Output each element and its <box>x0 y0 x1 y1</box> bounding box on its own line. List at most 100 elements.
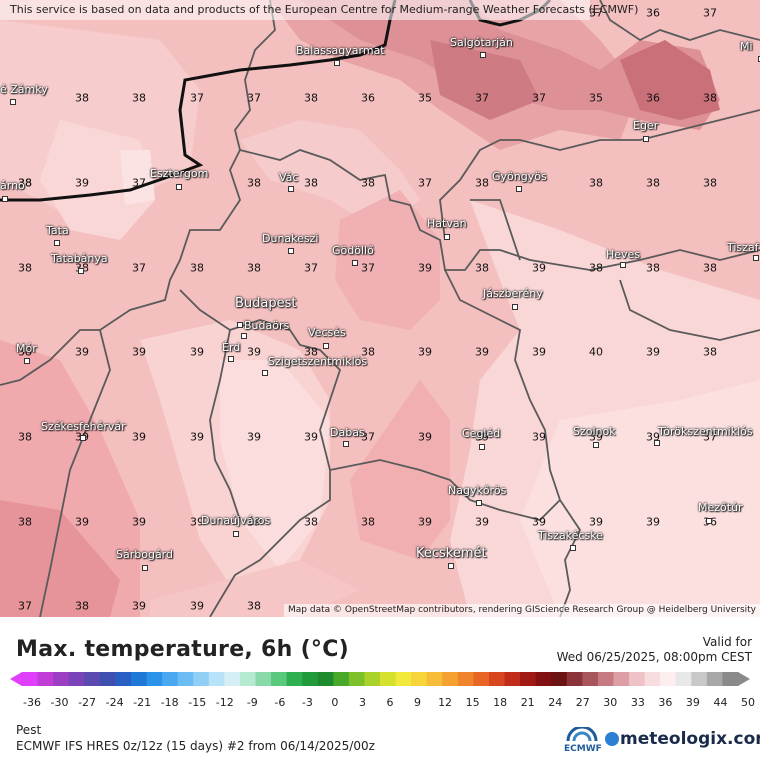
temp-value: 38 <box>18 430 32 444</box>
scale-swatch <box>333 672 350 686</box>
temp-value: 39 <box>132 515 146 529</box>
temp-value: 38 <box>304 91 318 105</box>
scale-tick-label: -3 <box>301 696 313 709</box>
map-fill <box>0 0 760 617</box>
scale-swatch <box>317 672 334 686</box>
temp-value: 38 <box>18 176 32 190</box>
city-marker <box>643 136 649 142</box>
city-marker <box>570 545 576 551</box>
scale-swatch <box>442 672 459 686</box>
temp-value: 38 <box>475 176 489 190</box>
scale-tick-label: 21 <box>520 696 535 709</box>
temp-value: 38 <box>75 91 89 105</box>
scale-tick-label: 33 <box>630 696 645 709</box>
city-marker <box>176 184 182 190</box>
temp-value: 39 <box>418 430 432 444</box>
scale-tick-label: -21 <box>133 696 152 709</box>
scale-swatch <box>84 672 101 686</box>
city-label: Dunakeszi <box>262 232 319 245</box>
temp-value: 38 <box>247 261 261 275</box>
temp-value: 37 <box>361 261 375 275</box>
city-marker <box>288 248 294 254</box>
temp-value: 38 <box>247 176 261 190</box>
city-label: Kecskemét <box>416 546 487 561</box>
scale-swatch <box>22 672 39 686</box>
temp-value: 38 <box>703 261 717 275</box>
city-label: Szigetszentmiklós <box>268 355 368 368</box>
temperature-map[interactable]: 37 36 37 38 38 37 37 38 36 35 37 37 35 36 38 38 39 37 38 38… <box>0 0 760 617</box>
scale-swatch <box>520 672 537 686</box>
temp-value: 39 <box>475 515 489 529</box>
city-label: Budapest <box>235 296 297 311</box>
temp-value: 38 <box>361 515 375 529</box>
osm-attribution[interactable]: Map data © OpenStreetMap contributors, r… <box>284 604 760 617</box>
city-marker <box>593 442 599 448</box>
scale-swatch <box>177 672 194 686</box>
scale-swatch <box>473 672 490 686</box>
city-marker <box>24 358 30 364</box>
scale-tick-label: -6 <box>274 696 286 709</box>
city-marker <box>323 343 329 349</box>
city-marker <box>476 500 482 506</box>
city-label: Mi <box>740 40 753 53</box>
city-label: Tatabánya <box>51 252 108 265</box>
city-label: Vác <box>279 171 299 184</box>
temp-value: 39 <box>190 599 204 613</box>
city-marker <box>480 52 486 58</box>
scale-swatch <box>162 672 179 686</box>
scale-swatch <box>68 672 85 686</box>
scale-swatch <box>411 672 428 686</box>
city-marker <box>448 563 454 569</box>
city-label: Dunaújváros <box>201 514 271 527</box>
city-label: Tiszaf <box>727 241 759 254</box>
temp-value: 39 <box>646 515 660 529</box>
scale-tick-label: 44 <box>713 696 728 709</box>
meteologix-brand[interactable]: meteologix.com <box>604 729 760 749</box>
temp-value: 39 <box>475 345 489 359</box>
temp-value: 39 <box>132 345 146 359</box>
temp-value: 38 <box>304 345 318 359</box>
city-label: Eger <box>633 119 659 132</box>
temp-value: 39 <box>132 599 146 613</box>
scale-swatch <box>582 672 599 686</box>
scale-tick-label: -36 <box>23 696 41 709</box>
temp-value: 38 <box>247 599 261 613</box>
temp-value: 37 <box>361 430 375 444</box>
scale-tick-label: -30 <box>50 696 69 709</box>
temp-value: 37 <box>532 91 546 105</box>
temp-value: 37 <box>304 261 318 275</box>
temp-value: 39 <box>418 345 432 359</box>
scale-tick-label: -27 <box>78 696 97 709</box>
city-marker <box>753 255 759 261</box>
city-label: Hatvan <box>427 217 467 230</box>
scale-tick-label: 6 <box>386 696 394 709</box>
temp-value: 37 <box>247 91 261 105</box>
temp-value: 39 <box>247 515 261 529</box>
temp-value: 38 <box>475 261 489 275</box>
temp-value: 38 <box>361 176 375 190</box>
city-label: Salgótarján <box>450 36 513 49</box>
city-marker <box>241 333 247 339</box>
temp-value: 38 <box>132 91 146 105</box>
scale-tick-label: 18 <box>493 696 508 709</box>
city-marker <box>237 322 243 328</box>
temp-value: 38 <box>361 345 375 359</box>
scale-tick-label: 0 <box>331 696 339 709</box>
scale-swatch <box>660 672 677 686</box>
city-marker <box>334 60 340 66</box>
scale-swatch <box>395 672 412 686</box>
temp-value: 39 <box>75 176 89 190</box>
temp-value: 39 <box>190 345 204 359</box>
scale-max-arrow <box>738 672 750 686</box>
temp-value: 39 <box>532 515 546 529</box>
temp-value: 39 <box>532 345 546 359</box>
scale-swatch <box>691 672 708 686</box>
temp-value: 38 <box>75 599 89 613</box>
scale-swatch <box>629 672 646 686</box>
city-marker <box>80 435 86 441</box>
scale-tick-label: -15 <box>188 696 207 709</box>
temp-value: 39 <box>75 515 89 529</box>
city-label: Mór <box>16 342 37 355</box>
scale-tick-label: 15 <box>465 696 480 709</box>
scale-tick-label: -9 <box>246 696 258 709</box>
